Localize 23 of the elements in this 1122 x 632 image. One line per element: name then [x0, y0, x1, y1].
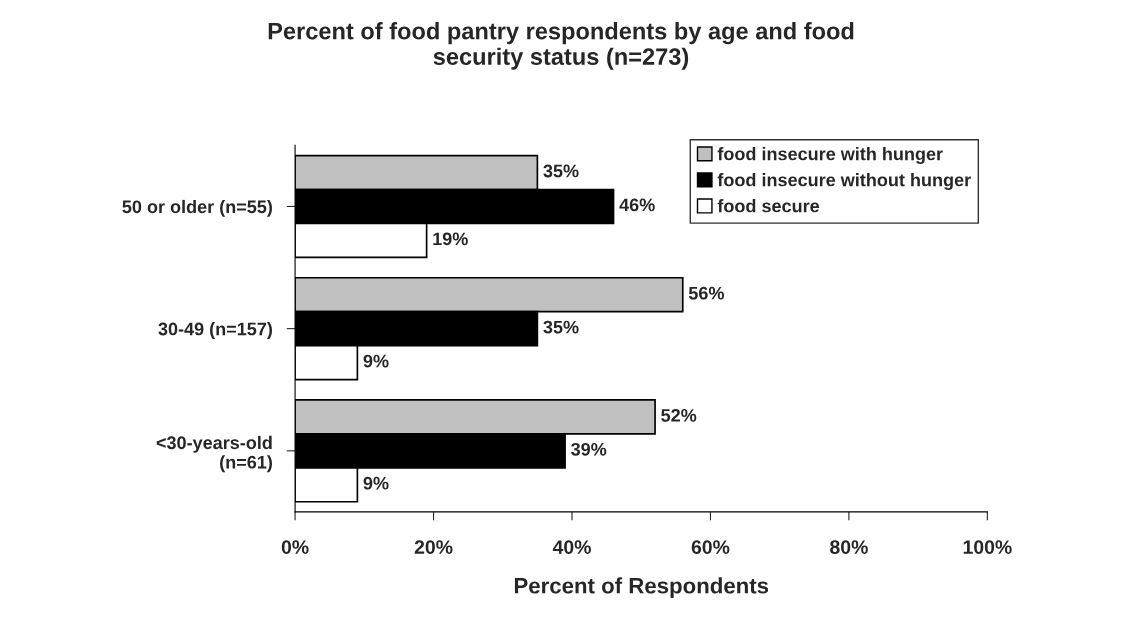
data-label: 35%: [543, 320, 579, 334]
data-label: 56%: [688, 286, 724, 300]
y-tick-label: 50 or older (n=55): [122, 199, 272, 217]
chart-title: Percent of food pantry respondents by age and food security status (n=273): [268, 22, 854, 70]
x-tick-label: 80%: [830, 540, 868, 554]
legend-label: food insecure with hunger: [717, 147, 943, 164]
y-tick-label: <30-years-old (n=61): [156, 435, 272, 473]
x-axis-title: Percent of Respondents: [514, 577, 769, 598]
data-label: 46%: [619, 198, 655, 212]
data-label: 19%: [433, 232, 468, 246]
data-label: 9%: [363, 354, 389, 368]
x-tick-label: 0%: [281, 540, 309, 554]
legend-label: food secure: [717, 199, 820, 213]
y-tick-label: 30-49 (n=157): [158, 322, 272, 339]
x-tick-label: 60%: [691, 540, 730, 554]
data-label: 52%: [661, 408, 697, 422]
data-label: 35%: [543, 164, 579, 178]
x-tick-label: 100%: [963, 540, 1012, 554]
data-label: 39%: [571, 442, 607, 456]
data-label: 9%: [363, 476, 389, 490]
legend-label: food insecure without hunger: [717, 173, 971, 190]
x-tick-label: 20%: [414, 540, 453, 554]
x-tick-label: 40%: [552, 540, 591, 554]
